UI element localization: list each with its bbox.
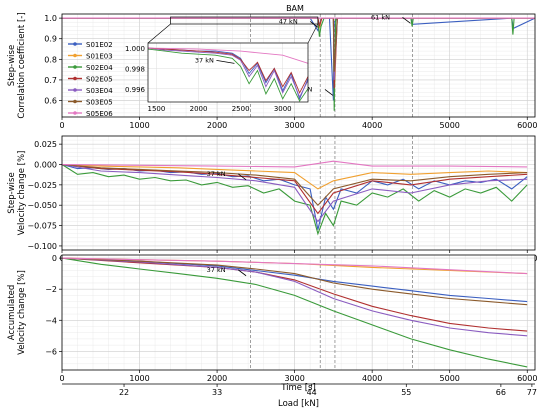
x-tick-label: 2000: [207, 374, 227, 383]
x-tick-label: 1000: [129, 121, 149, 130]
annotation-label: 61 kN: [371, 13, 390, 21]
y-axis-label: Step-wiseVelocity change [%]: [7, 151, 27, 236]
x-tick-label: 5000: [440, 121, 460, 130]
load-axis-label: Load [kN]: [278, 399, 319, 409]
zoom-connector: [147, 23, 171, 44]
series-line-S03E04: [61, 163, 528, 223]
x-tick-label: 0: [59, 121, 64, 130]
x-tick-label: 6000: [517, 374, 537, 383]
axes-frame: [61, 135, 536, 251]
legend-marker: [73, 76, 77, 81]
annotation-label: 37 kN: [207, 170, 226, 178]
inset-annotation-arrow: [216, 59, 235, 64]
axes-frame: [61, 13, 536, 118]
y-tick-label: −6: [45, 347, 57, 356]
annotation-label: 47 kN: [279, 17, 298, 25]
inset-series-line: [147, 47, 309, 64]
middle-panel: 0100020003000400050006000−0.100−0.075−0.…: [7, 135, 537, 263]
legend-marker: [73, 99, 77, 104]
series-line-S02E05: [61, 163, 528, 215]
inset-y-tick-label: 0.996: [125, 86, 146, 94]
annotation-arrow: [237, 269, 247, 277]
y-tick-label: 0.8: [44, 55, 57, 64]
series-line-S03E04: [61, 257, 528, 337]
load-tick-label: 66: [496, 388, 506, 397]
y-tick-label: −0.050: [27, 201, 57, 210]
annotation-arrow: [324, 89, 334, 96]
y-tick-label: −2: [45, 285, 57, 294]
load-tick-label: 55: [401, 388, 411, 397]
y-tick-label: 0.000: [34, 161, 57, 170]
load-tick-label: 77: [527, 388, 537, 397]
annotation-arrow: [237, 173, 247, 181]
series-line-S05E06: [61, 257, 528, 275]
inset-x-tick-label: 1500: [148, 105, 166, 113]
x-tick-label: 3000: [284, 121, 304, 130]
x-tick-label: 3000: [284, 374, 304, 383]
x-tick-label: 1000: [129, 374, 149, 383]
y-axis-label: AccumulatedVelocity change [%]: [7, 270, 27, 355]
x-tick-label: 2000: [207, 121, 227, 130]
inset-y-tick-label: 1.000: [125, 45, 145, 53]
inset-frame: [147, 42, 309, 103]
y-tick-label: −4: [45, 316, 57, 325]
series-line-S01E03: [61, 163, 528, 190]
annotation-arrow: [402, 16, 411, 24]
y-tick-label: 0: [52, 254, 57, 263]
legend-label: S03E05: [86, 99, 113, 107]
x-axis-label: Time [s]: [280, 383, 316, 393]
top-panel: 0 1000 2000 3000 4000 5000 6000 0.6 0.7 0.8 0.9 1.0…: [7, 12, 537, 130]
inset-x-tick-label: 2500: [232, 105, 250, 113]
series-line-S03E05: [61, 163, 528, 207]
bottom-panel: 0 1000 2000 3000 4000 5000 6000 −6 −4 −2 0 Accumula…: [7, 254, 537, 409]
series-line-S03E05: [61, 257, 528, 306]
annotation-label: 37 kN: [207, 266, 226, 274]
legend-label: S05E06: [86, 110, 113, 118]
load-tick-label: 44: [307, 388, 317, 397]
inset-x-tick-label: 3000: [274, 105, 292, 113]
inset-x-tick-label: 2000: [190, 105, 208, 113]
y-tick-label: −0.025: [27, 181, 57, 190]
y-axis-label: Step-wiseCorrelation coefficient [-]: [7, 12, 27, 118]
inset-series-line: [147, 47, 309, 98]
zoom-box: [170, 16, 319, 25]
legend-label: S01E02: [86, 41, 113, 49]
inset-annotation-label: 37 kN: [195, 56, 214, 64]
y-tick-label: 0.6: [44, 97, 57, 106]
legend-label: S03E04: [86, 87, 113, 95]
legend-label: S02E04: [86, 64, 113, 72]
x-tick-label: 4000: [362, 121, 382, 130]
inset-series-line: [147, 47, 309, 94]
inset-y-tick-label: 0.998: [125, 65, 145, 73]
axes-frame: [61, 254, 536, 371]
legend-marker: [73, 111, 77, 115]
inset-axes: 1500 2000 2500 3000 0.996 0.998 1.000 37 kN: [125, 42, 309, 113]
y-tick-label: 0.9: [44, 35, 57, 44]
legend-marker: [73, 53, 77, 58]
legend-marker: [73, 42, 77, 46]
zoom-connector: [307, 23, 319, 44]
series-line-S02E04: [61, 257, 528, 368]
x-tick-label: 6000: [517, 121, 537, 130]
legend: S01E02 S01E03 S02E04 S02E05 S03E04 S03E05 S05E…: [68, 41, 113, 118]
y-tick-label: −0.075: [27, 222, 57, 231]
legend-label: S02E05: [86, 76, 113, 84]
inset-series-line: [147, 48, 309, 102]
series-line-S02E04: [61, 164, 528, 236]
x-tick-label: 5000: [440, 374, 460, 383]
x-tick-label: 4000: [362, 374, 382, 383]
y-tick-label: 0.7: [44, 76, 57, 85]
x-tick-label: 0: [59, 374, 64, 383]
series-line-S05E06: [61, 160, 528, 168]
y-tick-label: 0.025: [34, 140, 57, 149]
y-tick-label: −0.100: [27, 242, 57, 251]
y-tick-label: 1.0: [44, 14, 57, 23]
chart-title: BAM: [286, 4, 304, 13]
legend-marker: [73, 65, 77, 69]
load-tick-label: 33: [212, 388, 222, 397]
legend-label: S01E03: [86, 53, 113, 61]
load-tick-label: 22: [119, 388, 129, 397]
legend-marker: [73, 88, 77, 92]
